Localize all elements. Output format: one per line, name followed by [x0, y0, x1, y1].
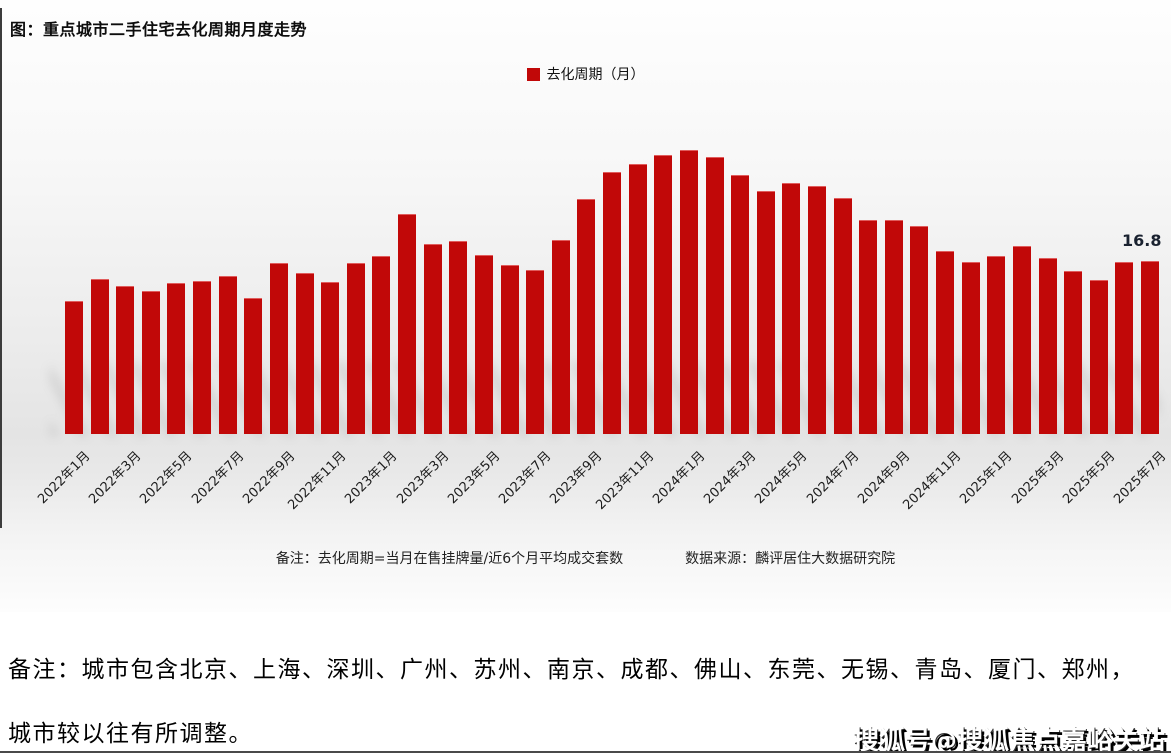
- bar: [833, 197, 852, 434]
- remark-line1: 备注：城市包含北京、上海、深圳、广州、苏州、南京、成都、佛山、东莞、无锡、青岛、…: [8, 657, 1135, 683]
- left-border-rule: [0, 8, 2, 528]
- bar: [910, 225, 929, 434]
- bar: [372, 255, 391, 434]
- bar: [218, 276, 237, 434]
- bar: [1064, 271, 1083, 434]
- footnote-source: 数据来源：麟评居住大数据研究院: [685, 551, 896, 567]
- chart-block: 图：重点城市二手住宅去化周期月度走势 去化周期（月） 2022年1月 2022年3…: [0, 0, 1171, 612]
- bar: [193, 281, 212, 434]
- watermark: 搜狐号@搜狐焦点嘉峪关站: [852, 726, 1165, 753]
- last-value-label: 16.8: [1122, 230, 1162, 250]
- bar: [526, 269, 545, 434]
- bar: [346, 262, 365, 434]
- bottom-remark: 备注：城市包含北京、上海、深圳、广州、苏州、南京、成都、佛山、东莞、无锡、青岛、…: [8, 638, 1168, 751]
- bar: [295, 273, 314, 434]
- legend-swatch-icon: [526, 67, 540, 81]
- bar: [628, 163, 647, 434]
- bar: [679, 150, 698, 434]
- bar: [1038, 257, 1057, 434]
- bar: [807, 186, 826, 434]
- bar: [603, 171, 622, 434]
- footnote: 备注：去化周期=当月在售挂牌量/近6个月平均成交套数 数据来源：麟评居住大数据研…: [0, 548, 1171, 568]
- bar: [705, 156, 724, 434]
- bar: [269, 262, 288, 434]
- bar: [782, 183, 801, 434]
- bar: [884, 220, 903, 434]
- bar: [423, 244, 442, 434]
- legend-label: 去化周期（月）: [546, 67, 645, 83]
- bar: [551, 240, 570, 434]
- bar: [167, 283, 186, 434]
- bar: [731, 175, 750, 434]
- bar: [1089, 280, 1108, 434]
- bar: [244, 297, 263, 434]
- bar: [577, 198, 596, 434]
- plot-area: 2022年1月 2022年3月 2022年5月 2022年7月 2022年9月 2022年…: [35, 150, 1169, 513]
- bar: [1141, 260, 1160, 434]
- bar: [65, 300, 83, 434]
- bar: [321, 282, 340, 434]
- bar: [654, 155, 673, 434]
- legend: 去化周期（月）: [0, 64, 1171, 84]
- bar: [141, 290, 160, 434]
- bar: [1012, 246, 1031, 434]
- chart-title: 图：重点城市二手住宅去化周期月度走势: [10, 20, 308, 39]
- bar: [500, 264, 519, 434]
- bar: [859, 220, 878, 434]
- bar: [398, 214, 417, 434]
- bar: [936, 251, 955, 434]
- bar: [987, 255, 1006, 434]
- bar: [756, 190, 775, 434]
- bar: [1115, 261, 1134, 434]
- bar: [449, 241, 468, 434]
- remark-line2: 城市较以往有所调整。: [8, 721, 253, 747]
- bar: [474, 254, 493, 434]
- bar: [90, 279, 109, 434]
- bar: [116, 286, 135, 434]
- footnote-note: 备注：去化周期=当月在售挂牌量/近6个月平均成交套数: [275, 551, 624, 567]
- bar: [961, 261, 980, 434]
